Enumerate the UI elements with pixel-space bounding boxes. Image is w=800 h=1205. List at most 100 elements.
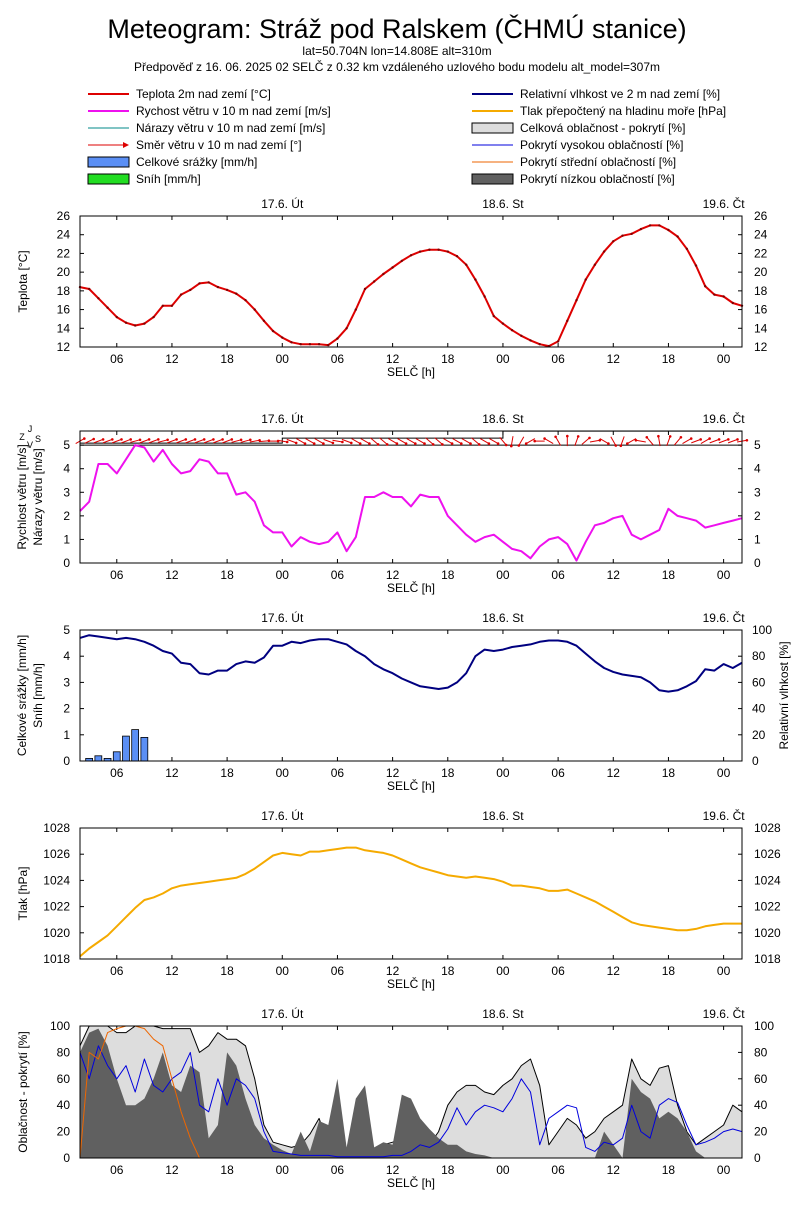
wind-dir-arrowhead <box>341 440 344 444</box>
wind-dir-arrowhead <box>414 442 417 445</box>
wind-dir-arrowhead <box>83 437 86 440</box>
wind-dir-arrowhead <box>395 442 399 445</box>
wind-dir-arrowhead <box>745 439 749 442</box>
xtick-label-8: 06 <box>551 1163 565 1177</box>
legend-arrowhead-wind_dir <box>123 142 129 148</box>
wind-dir-arrow <box>130 439 141 443</box>
wind-dir-arrowhead <box>496 442 500 445</box>
ytick-right-label-0: 0 <box>754 1151 761 1165</box>
wind-dir-arrow <box>718 438 729 444</box>
ytick-right-label-2: 40 <box>754 1098 768 1112</box>
xtick-label-10: 18 <box>662 352 676 366</box>
wind-dir-arrow <box>425 437 434 445</box>
temperature-point <box>363 287 367 291</box>
legend-swatch-cloud_low <box>471 173 514 185</box>
plot-area-precip_humidity <box>79 634 743 762</box>
xtick-label-2: 18 <box>220 766 234 780</box>
temperature-point <box>658 224 661 227</box>
precip-bar <box>112 751 121 762</box>
xtick-label-11: 00 <box>717 352 731 366</box>
wind-dir-arrowhead <box>450 442 454 445</box>
ytick-right-label-4: 1026 <box>754 847 781 861</box>
temperature-point <box>593 263 597 266</box>
wind-dir-arrowhead <box>129 438 132 441</box>
panel-temperature: 17.6. Út 18.6. St 19.6. Čt 12 14 16 18 20 22 24 26… <box>16 196 768 379</box>
xtick-label-7: 00 <box>496 766 510 780</box>
day-label-0: 17.6. Út <box>261 411 304 426</box>
cloud-high-line <box>79 1045 743 1158</box>
temperature-line <box>79 224 743 348</box>
ytick-label-5: 100 <box>50 1019 70 1033</box>
ytick-right-label-1: 1020 <box>754 926 781 940</box>
wind-dir-arrow <box>700 438 710 445</box>
temperature-point <box>483 295 486 298</box>
wind-dir-arrowhead <box>554 435 557 439</box>
temperature-point <box>262 319 266 322</box>
temperature-point <box>722 295 725 298</box>
xtick-label-3: 00 <box>276 964 290 978</box>
ytick-label-2: 16 <box>57 303 71 317</box>
day-label-2: 19.6. Čt <box>703 411 746 426</box>
wind-dir-arrowhead <box>202 438 206 441</box>
legend-label-cloud_mid: Pokrytí střední oblačností [%] <box>520 155 676 169</box>
wind-dir-arrowhead <box>477 443 481 446</box>
temperature-point <box>354 308 357 311</box>
wind-dir-arrow <box>157 439 168 443</box>
xtick-label-9: 12 <box>607 352 621 366</box>
y-axis-label-2: Nárazy větru [m/s] <box>31 448 45 545</box>
day-label-1: 18.6. St <box>482 809 524 823</box>
wind-dir-arrow <box>646 436 654 446</box>
xtick-label-5: 12 <box>386 568 400 582</box>
temperature-point <box>345 327 348 330</box>
ytick-right-label-5: 5 <box>754 438 761 452</box>
wind-dir-arrow <box>176 438 186 444</box>
wind-dir-arrowhead <box>166 438 169 442</box>
wind-dir-arrowhead <box>239 438 243 442</box>
y-axis-label: Rychlost větru [m/s] <box>15 444 29 549</box>
y-axis-label: Oblačnost - pokrytí [%] <box>16 1031 30 1152</box>
temperature-point <box>465 263 468 266</box>
wind-dir-arrowhead <box>598 439 602 442</box>
panel-clouds: 17.6. Út 18.6. St 19.6. Čt 0 20 40 60 80 100 0 20 4… <box>16 1006 774 1190</box>
temperature-point <box>271 329 275 333</box>
ytick-right-label-0: 0 <box>754 556 761 570</box>
xtick-label-3: 00 <box>276 568 290 582</box>
temperature-point <box>235 292 238 295</box>
xtick-label-6: 18 <box>441 1163 455 1177</box>
ytick-label-3: 60 <box>57 1072 71 1086</box>
ytick-label-2: 40 <box>57 1098 71 1112</box>
wind-dir-arrow <box>635 439 646 443</box>
ytick-label-3: 3 <box>63 675 70 689</box>
wind-dir-arrowhead <box>138 438 142 442</box>
wind-dir-arrow <box>544 438 554 445</box>
temperature-point <box>409 254 413 257</box>
day-label-2: 19.6. Čt <box>703 610 746 625</box>
wind-dir-arrowhead <box>101 438 105 441</box>
xtick-label-10: 18 <box>662 766 676 780</box>
xtick-label-8: 06 <box>551 352 565 366</box>
cloud-low-area <box>80 1028 742 1158</box>
temperature-point <box>97 297 100 300</box>
temperature-point <box>428 248 431 251</box>
panel-frame <box>79 430 743 564</box>
wind-dir-arrow <box>231 439 242 443</box>
wind-dir-arrowhead <box>708 437 711 440</box>
wind-dir-arrowhead <box>221 438 224 441</box>
wind-dir-arrow <box>489 438 499 445</box>
ytick-label-1: 1 <box>63 532 70 546</box>
wind-dir-arrow <box>443 438 453 445</box>
ytick-label-4: 1026 <box>43 847 70 861</box>
temperature-point <box>216 285 220 289</box>
ytick-right-label-0: 0 <box>752 754 759 768</box>
temperature-point <box>161 304 164 307</box>
wind-dir-arrow <box>415 438 425 445</box>
wind-dir-arrow <box>657 436 661 447</box>
wind-dir-arrowhead <box>368 442 371 445</box>
temperature-point <box>382 272 385 276</box>
ytick-right-label-2: 16 <box>754 303 768 317</box>
wind-dir-arrow <box>370 437 379 445</box>
panel-frame <box>79 215 743 348</box>
wind-dir-arrowhead <box>230 438 234 441</box>
xtick-label-6: 18 <box>441 568 455 582</box>
